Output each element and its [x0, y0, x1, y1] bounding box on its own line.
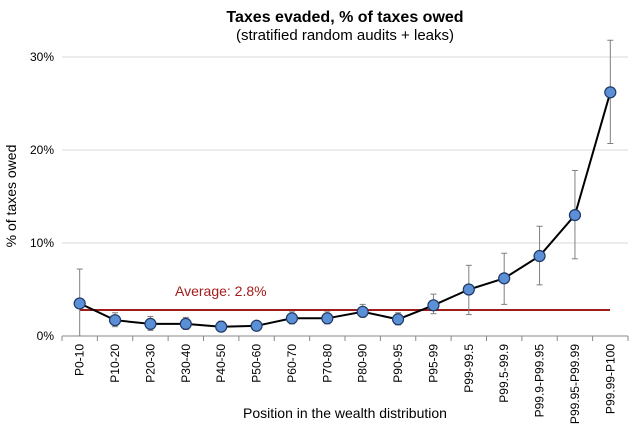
average-line-group: Average: 2.8%	[79, 283, 610, 311]
x-tick-label: P99.99-P100	[603, 344, 617, 414]
y-tick-label: 30%	[30, 50, 54, 64]
y-tick-label: 10%	[30, 236, 54, 250]
data-point	[73, 297, 86, 310]
x-tick-label: P10-20	[108, 344, 122, 383]
data-point	[498, 272, 511, 285]
chart-title: Taxes evaded, % of taxes owed	[226, 9, 463, 26]
x-tick-label: P0-10	[73, 344, 87, 376]
x-tick-label: P50-60	[250, 344, 264, 383]
data-point	[604, 86, 617, 99]
data-point	[108, 314, 122, 327]
data-point	[321, 312, 334, 325]
data-point	[391, 313, 405, 326]
data-point	[533, 249, 546, 263]
data-point	[144, 317, 157, 331]
chart-subtitle: (stratified random audits + leaks)	[236, 27, 454, 44]
y-tick-label: 20%	[30, 143, 54, 157]
y-axis-label: % of taxes owed	[3, 145, 19, 248]
data-point	[427, 299, 440, 312]
data-point	[215, 320, 228, 333]
data-points	[73, 86, 617, 333]
x-tick-label: P40-50	[214, 344, 228, 383]
x-tick-label: P20-30	[143, 344, 157, 383]
data-point	[356, 305, 369, 318]
data-point	[250, 319, 263, 332]
series-line	[79, 92, 612, 328]
x-tick-label: P99.95-P99.99	[568, 344, 582, 424]
x-tick-label: P30-40	[179, 344, 193, 383]
x-tick-label: P99.5-99.9	[497, 344, 511, 403]
x-tick-label: P80-90	[356, 344, 370, 383]
y-axis-ticks: 0% 10% 20% 30%	[30, 50, 54, 343]
x-tick-label: P60-70	[285, 344, 299, 383]
x-axis-ticks: P0-10 P10-20 P20-30 P30-40 P40-50 P50-60 P60-7…	[61, 336, 629, 424]
y-tick-label: 0%	[37, 329, 55, 343]
x-tick-label: P95-99	[426, 344, 440, 383]
x-tick-label: P99-99.5	[462, 344, 476, 393]
x-tick-label: P99.9-P99.95	[533, 344, 547, 418]
x-tick-label: P90-95	[391, 344, 405, 383]
average-label: Average: 2.8%	[175, 283, 267, 299]
x-tick-label: P70-80	[320, 344, 334, 383]
series-line-group	[79, 92, 612, 328]
data-point	[285, 312, 299, 325]
data-point	[462, 283, 475, 296]
gridlines	[62, 56, 628, 244]
x-axis-label: Position in the wealth distribution	[243, 405, 447, 421]
data-point	[179, 317, 192, 331]
data-point	[568, 209, 582, 222]
